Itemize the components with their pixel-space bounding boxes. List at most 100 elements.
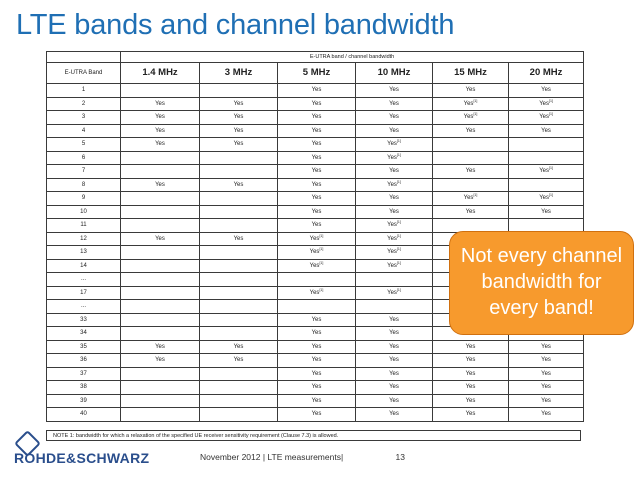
band-number-cell: 5 (46, 137, 121, 152)
support-value: Yes (387, 181, 397, 188)
support-cell: Yes (507, 339, 585, 354)
support-value: Yes (155, 235, 165, 242)
support-value: Yes (463, 100, 474, 107)
support-cell (199, 312, 278, 327)
support-value: Yes (311, 114, 322, 121)
support-cell: Yes (432, 380, 509, 395)
support-value: Yes (389, 87, 399, 94)
footnote-marker: [1] (548, 166, 553, 171)
support-value: Yes (311, 316, 322, 323)
support-value: Yes (465, 127, 476, 134)
support-cell: Yes (355, 366, 433, 381)
footnote-marker: [1] (396, 179, 401, 184)
bandwidth-column-header: 15 MHz (432, 62, 509, 84)
band-number-cell: 11 (46, 218, 121, 233)
support-value: Yes (463, 114, 474, 121)
support-cell (199, 366, 278, 381)
support-value: Yes (309, 249, 320, 256)
support-cell: Yes (120, 96, 200, 111)
support-cell (120, 150, 200, 165)
band-number-cell: 13 (46, 245, 121, 260)
band-number-cell: 12 (46, 231, 121, 246)
support-cell: Yes (432, 393, 509, 408)
table-note: NOTE 1: bandwidth for which a relaxation… (46, 430, 581, 441)
footnote-marker: [1] (473, 193, 478, 198)
support-cell (199, 299, 278, 314)
support-value: Yes (233, 181, 244, 188)
support-value: Yes (541, 127, 551, 134)
support-cell: Yes (199, 96, 278, 111)
support-cell: Yes (355, 407, 433, 422)
support-cell: Yes (355, 83, 433, 98)
support-cell: Yes (120, 231, 200, 246)
footnote-marker: [1] (319, 287, 324, 292)
support-cell: Yes (120, 353, 200, 368)
support-cell: Yes (277, 204, 356, 219)
support-value: Yes (389, 127, 399, 134)
table-row: 40 Yes Yes Yes Yes (46, 407, 585, 422)
support-value: Yes (387, 154, 397, 161)
support-cell: Yes[1] (277, 285, 356, 300)
footnote-marker: [1] (473, 112, 478, 117)
support-cell: Yes (120, 123, 200, 138)
support-value: Yes (311, 87, 322, 94)
band-number-cell: 4 (46, 123, 121, 138)
support-value: Yes (309, 262, 320, 269)
support-cell: Yes[1] (432, 191, 509, 206)
bandwidth-column-header: 10 MHz (355, 62, 433, 84)
support-value: Yes (389, 100, 399, 107)
support-cell (355, 272, 433, 287)
support-cell: Yes (355, 110, 433, 125)
support-value: Yes (465, 384, 476, 391)
support-value: Yes (389, 195, 399, 202)
support-cell: Yes[1] (507, 96, 585, 111)
support-cell: Yes (277, 177, 356, 192)
support-cell: Yes[1] (507, 164, 585, 179)
table-row: 1 Yes Yes Yes Yes (46, 83, 585, 98)
support-value: Yes (155, 181, 165, 188)
support-value: Yes (155, 357, 165, 364)
support-value: Yes (465, 397, 476, 404)
slide-title: LTE bands and channel bandwidth (16, 9, 455, 41)
support-cell: Yes (277, 218, 356, 233)
table-row: 36 Yes Yes Yes Yes Yes Yes (46, 353, 585, 368)
support-cell: Yes[1] (432, 110, 509, 125)
band-number-cell: 7 (46, 164, 121, 179)
support-cell (199, 191, 278, 206)
support-cell: Yes (507, 123, 585, 138)
support-cell (199, 393, 278, 408)
support-cell: Yes (432, 164, 509, 179)
support-cell (199, 150, 278, 165)
support-cell (199, 83, 278, 98)
support-cell (120, 191, 200, 206)
support-value: Yes (465, 168, 476, 175)
support-cell: Yes (507, 204, 585, 219)
band-number-cell: 3 (46, 110, 121, 125)
brand-logo-text: ROHDE&SCHWARZ (14, 450, 150, 466)
support-cell (507, 177, 585, 192)
support-cell: Yes (120, 110, 200, 125)
support-value: Yes (155, 141, 165, 148)
support-value: Yes (389, 384, 399, 391)
support-cell (120, 272, 200, 287)
table-row: 11 Yes Yes[1] (46, 218, 585, 233)
callout-line: every band! (489, 297, 594, 319)
band-number-cell: 8 (46, 177, 121, 192)
footnote-marker: [1] (396, 287, 401, 292)
footnote-marker: [1] (319, 233, 324, 238)
support-value: Yes (387, 262, 397, 269)
support-cell: Yes (120, 177, 200, 192)
support-cell (199, 204, 278, 219)
support-value: Yes (311, 384, 322, 391)
support-value: Yes (311, 141, 322, 148)
support-value: Yes (387, 235, 397, 242)
support-value: Yes (309, 235, 320, 242)
support-cell: Yes (355, 380, 433, 395)
support-value: Yes (233, 235, 244, 242)
support-cell: Yes (199, 110, 278, 125)
support-cell: Yes (355, 326, 433, 341)
support-cell (120, 218, 200, 233)
band-number-cell: 9 (46, 191, 121, 206)
bandwidth-column-header: 3 MHz (199, 62, 278, 84)
support-cell (199, 326, 278, 341)
